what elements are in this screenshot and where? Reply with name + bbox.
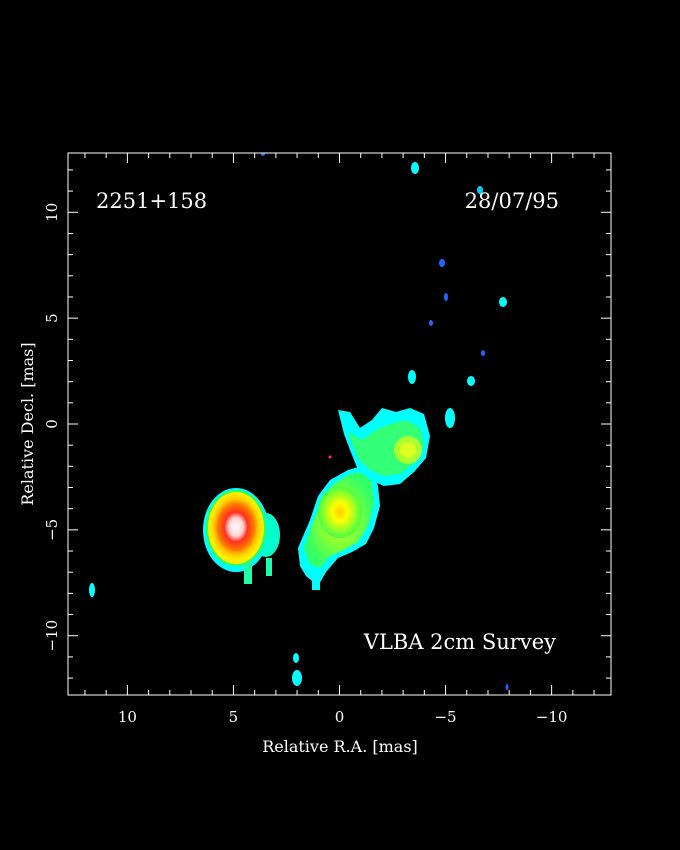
noise-blob <box>439 259 445 267</box>
core-tail <box>244 560 252 584</box>
x-tick-label: 10 <box>118 708 137 726</box>
noise-blob <box>429 320 433 326</box>
x-tick-label: −10 <box>536 708 568 726</box>
noise-blob <box>261 153 265 156</box>
noise-blob <box>89 583 95 597</box>
x-tick-label: 0 <box>335 708 345 726</box>
y-tick-labels: 10 5 0 −5 −10 <box>43 203 61 652</box>
noise-blob <box>292 670 302 686</box>
observation-date: 28/07/95 <box>465 189 559 213</box>
y-tick-label: −5 <box>43 519 61 541</box>
x-axis-label: Relative R.A. [mas] <box>262 737 418 756</box>
noise-blob <box>411 162 419 174</box>
noise-blob <box>481 350 485 356</box>
x-tick-labels: 10 5 0 −5 −10 <box>118 708 568 726</box>
jet-inner-peak <box>318 486 362 538</box>
core-tail-2 <box>266 558 272 576</box>
noise-blob <box>499 297 507 307</box>
noise-blob <box>328 455 332 459</box>
core-bright <box>210 494 262 560</box>
axis-ticks <box>68 153 611 695</box>
y-tick-label: 5 <box>43 313 61 323</box>
noise-blob <box>467 376 475 386</box>
y-axis-label: Relative Decl. [mas] <box>18 342 37 505</box>
survey-label: VLBA 2cm Survey <box>363 630 556 654</box>
noise-blob <box>293 653 299 663</box>
source-name: 2251+158 <box>96 189 207 213</box>
y-tick-label: 0 <box>43 419 61 429</box>
noise-blob <box>408 370 416 384</box>
y-tick-label: 10 <box>43 203 61 222</box>
noise-blob <box>505 684 509 690</box>
noise-blob <box>444 293 448 301</box>
emission-image <box>89 153 509 690</box>
x-tick-label: 5 <box>229 708 239 726</box>
jet-inner-tail <box>312 570 320 590</box>
x-tick-label: −5 <box>434 708 456 726</box>
noise-blob <box>477 186 483 194</box>
y-tick-label: −10 <box>43 620 61 652</box>
noise-blob <box>445 408 455 428</box>
jet-outer-peak-core <box>400 442 416 458</box>
